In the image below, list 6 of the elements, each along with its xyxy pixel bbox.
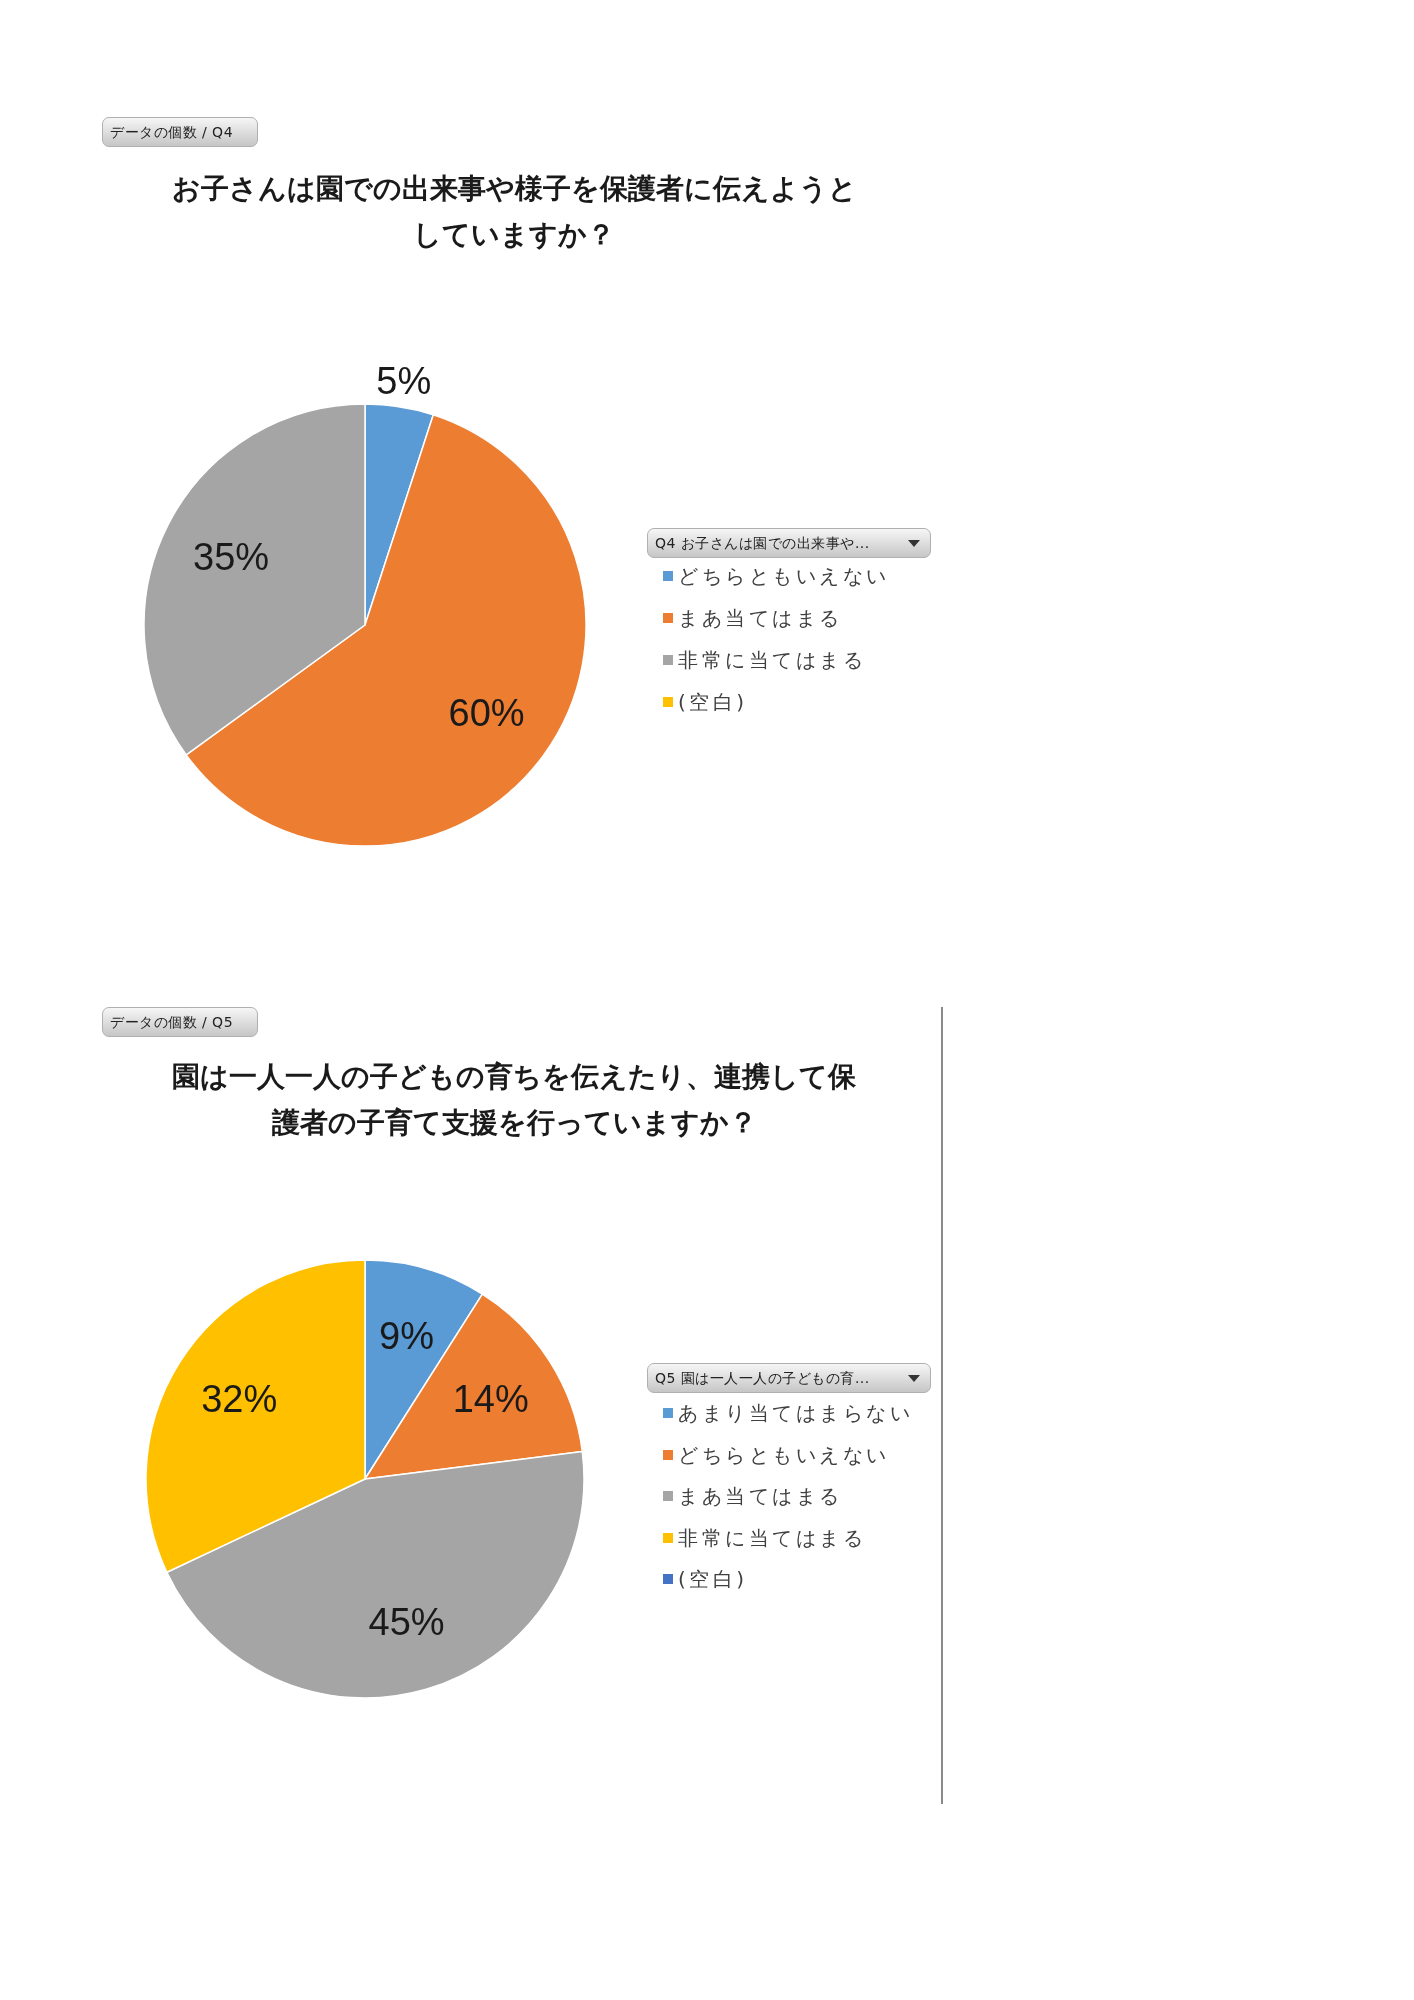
legend-title: Q5 園は一人一人の子どもの育... <box>655 1369 870 1388</box>
annotation: データの個数 / Q4 <box>110 123 234 142</box>
title: お子さんは園での出来事や様子を保護者に伝えようとしていますか？ <box>170 171 858 253</box>
annotation: データの個数 / Q5 <box>110 1013 234 1032</box>
legend-title: Q4 お子さんは園での出来事や... <box>655 534 870 553</box>
title: 園は一人一人の子どもの育ちを伝えたり、連携して保護者の子育て支援を行っていますか？ <box>171 1059 857 1141</box>
